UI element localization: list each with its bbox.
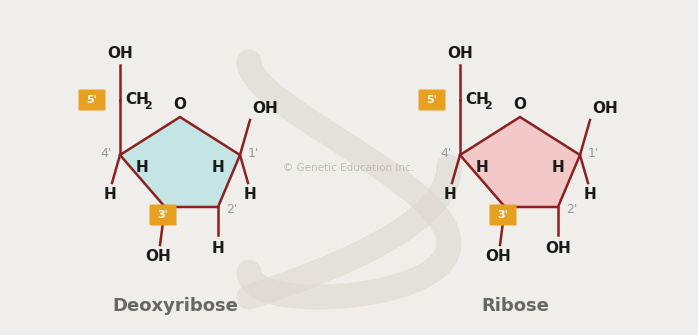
Text: H: H [211,241,224,256]
Text: CH: CH [125,91,149,107]
Text: 2: 2 [144,101,151,111]
Polygon shape [460,117,580,207]
Text: 4': 4' [440,146,452,159]
Text: 5': 5' [87,95,98,105]
Text: 5': 5' [426,95,438,105]
Text: OH: OH [145,249,171,264]
Text: 2': 2' [226,202,237,215]
Text: OH: OH [107,46,133,61]
Text: OH: OH [447,46,473,61]
Text: 3': 3' [158,210,168,220]
Text: OH: OH [252,101,278,116]
Text: H: H [444,187,456,202]
Text: OH: OH [485,249,511,264]
FancyBboxPatch shape [78,89,105,111]
Text: 1': 1' [588,146,600,159]
Text: H: H [244,187,256,202]
Text: 2': 2' [566,202,577,215]
FancyBboxPatch shape [149,204,177,225]
Text: 1': 1' [248,146,260,159]
Text: OH: OH [545,241,571,256]
Text: H: H [135,159,149,175]
Text: 4': 4' [101,146,112,159]
Text: OH: OH [592,101,618,116]
Text: O: O [174,97,186,112]
Text: 3': 3' [498,210,508,220]
Text: O: O [514,97,526,112]
Text: H: H [103,187,117,202]
Polygon shape [120,117,240,207]
FancyBboxPatch shape [419,89,445,111]
Text: Deoxyribose: Deoxyribose [112,297,238,315]
Text: © Genetic Education Inc.: © Genetic Education Inc. [283,163,415,173]
Text: CH: CH [465,91,489,107]
Text: H: H [475,159,489,175]
Text: Ribose: Ribose [481,297,549,315]
FancyBboxPatch shape [489,204,517,225]
Text: H: H [211,159,224,175]
Text: H: H [551,159,565,175]
Text: 2: 2 [484,101,492,111]
Text: H: H [584,187,596,202]
